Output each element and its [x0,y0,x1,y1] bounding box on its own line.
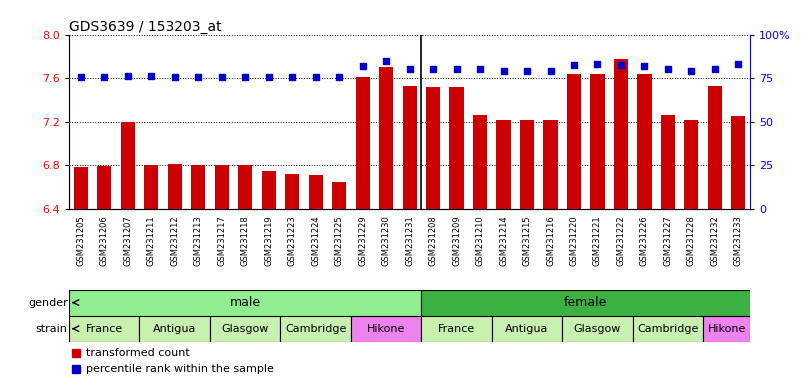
Text: Glasgow: Glasgow [221,324,268,334]
Bar [74,167,88,209]
Point [215,74,228,80]
Text: France: France [85,324,122,334]
Bar [139,316,210,342]
Point [544,68,557,74]
Bar [144,166,158,209]
Text: strain: strain [36,324,68,334]
Bar [351,316,421,342]
Point [285,74,298,80]
Text: gender: gender [28,298,68,308]
Bar [168,164,182,209]
Bar [496,119,511,209]
Bar [379,67,393,209]
Text: transformed count: transformed count [86,348,190,358]
Bar [421,316,491,342]
Point [403,66,416,73]
Point [333,74,345,80]
Point [144,73,157,79]
Point [474,66,487,73]
Point [685,68,698,74]
Point [450,66,463,73]
Text: Hikone: Hikone [707,324,746,334]
Bar [661,115,675,209]
Point [97,74,110,80]
Point [497,68,510,74]
Point [238,74,251,80]
Text: percentile rank within the sample: percentile rank within the sample [86,364,274,374]
Bar [562,316,633,342]
Text: male: male [230,296,260,309]
Point [709,66,722,72]
Point [638,63,651,69]
Bar [281,316,351,342]
Point [168,74,181,80]
Bar [191,166,205,209]
Bar [708,86,722,209]
Bar [614,58,628,209]
Point [521,68,534,74]
Text: female: female [564,296,607,309]
Bar [285,174,299,209]
Bar [520,119,534,209]
Point [568,62,581,68]
Bar [238,166,252,209]
Text: Cambridge: Cambridge [637,324,698,334]
Bar [121,122,135,209]
Text: GDS3639 / 153203_at: GDS3639 / 153203_at [69,20,221,33]
Point [309,74,322,80]
Point [74,74,87,80]
Point [262,74,275,80]
Bar [703,316,750,342]
Bar [97,166,111,209]
Bar [308,175,323,209]
Bar [426,87,440,209]
Text: Antigua: Antigua [505,324,549,334]
Point [591,61,604,67]
Text: Cambridge: Cambridge [285,324,346,334]
Bar [590,74,604,209]
Point [732,61,745,67]
Text: Glasgow: Glasgow [574,324,621,334]
Text: Hikone: Hikone [367,324,406,334]
Bar [633,316,703,342]
Point [615,62,628,68]
Point [191,74,204,80]
Bar [421,290,762,316]
Bar [69,316,139,342]
Bar [449,87,464,209]
Text: France: France [438,324,475,334]
Text: Antigua: Antigua [153,324,196,334]
Point [427,66,440,73]
Bar [262,171,276,209]
Bar [684,119,698,209]
Bar [402,86,417,209]
Point [121,73,134,79]
Bar [567,74,581,209]
Bar [637,74,651,209]
Bar [210,316,281,342]
Point [356,63,369,69]
Point [380,58,393,64]
Bar [732,116,745,209]
Bar [543,119,557,209]
Bar [355,77,370,209]
Bar [473,115,487,209]
Bar [491,316,562,342]
Point [662,66,675,73]
Bar [332,182,346,209]
Bar [215,166,229,209]
Bar [69,290,421,316]
